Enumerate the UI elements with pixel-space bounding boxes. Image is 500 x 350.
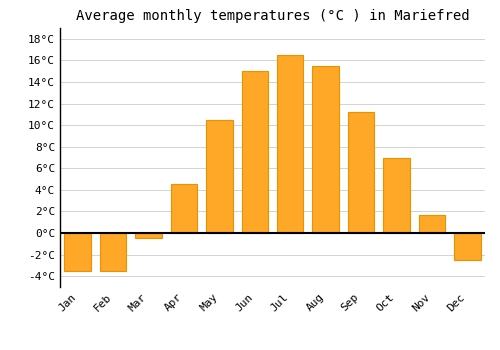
Bar — [348, 112, 374, 233]
Bar — [100, 233, 126, 271]
Bar — [170, 184, 197, 233]
Bar — [136, 233, 162, 238]
Title: Average monthly temperatures (°C ) in Mariefred: Average monthly temperatures (°C ) in Ma… — [76, 9, 469, 23]
Bar — [454, 233, 480, 260]
Bar — [64, 233, 91, 271]
Bar — [206, 120, 233, 233]
Bar — [242, 71, 268, 233]
Bar — [418, 215, 445, 233]
Bar — [277, 55, 303, 233]
Bar — [383, 158, 409, 233]
Bar — [312, 66, 339, 233]
